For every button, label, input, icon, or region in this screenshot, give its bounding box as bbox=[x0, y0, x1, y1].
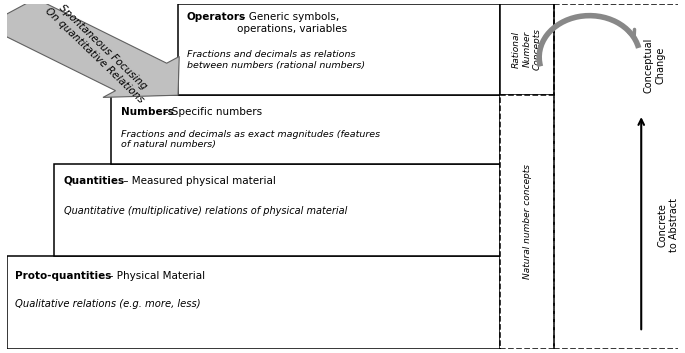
Text: Numbers: Numbers bbox=[121, 107, 174, 117]
Text: Fractions and decimals as exact magnitudes (features
of natural numbers): Fractions and decimals as exact magnitud… bbox=[121, 130, 380, 149]
Bar bbox=[178, 4, 500, 95]
Text: Qualitative relations (e.g. more, less): Qualitative relations (e.g. more, less) bbox=[15, 299, 201, 309]
Text: Concrete
to Abstract: Concrete to Abstract bbox=[658, 198, 679, 252]
Text: – Measured physical material: – Measured physical material bbox=[120, 176, 276, 186]
Text: – Specific numbers: – Specific numbers bbox=[160, 107, 262, 117]
Bar bbox=[111, 95, 500, 164]
Text: Quantitative (multiplicative) relations of physical material: Quantitative (multiplicative) relations … bbox=[64, 206, 347, 216]
Text: – Generic symbols,
operations, variables: – Generic symbols, operations, variables bbox=[237, 12, 347, 34]
Polygon shape bbox=[0, 0, 179, 97]
Text: Fractions and decimals as relations
between numbers (rational numbers): Fractions and decimals as relations betw… bbox=[187, 50, 365, 70]
Text: Spontaneous Focusing
On quantitative Relations: Spontaneous Focusing On quantitative Rel… bbox=[43, 0, 154, 105]
Bar bbox=[7, 256, 500, 349]
Bar bbox=[500, 95, 554, 349]
Text: Quantities: Quantities bbox=[64, 176, 125, 186]
Text: Rational
Number
Concepts: Rational Number Concepts bbox=[512, 28, 542, 70]
Text: Conceptual
Change: Conceptual Change bbox=[644, 38, 665, 94]
Bar bbox=[54, 164, 500, 256]
Text: Proto-quantities: Proto-quantities bbox=[15, 271, 111, 281]
Text: Natural number concepts: Natural number concepts bbox=[523, 164, 532, 279]
Text: Operators: Operators bbox=[187, 12, 246, 22]
Bar bbox=[500, 4, 554, 95]
Text: – Physical Material: – Physical Material bbox=[105, 271, 205, 281]
